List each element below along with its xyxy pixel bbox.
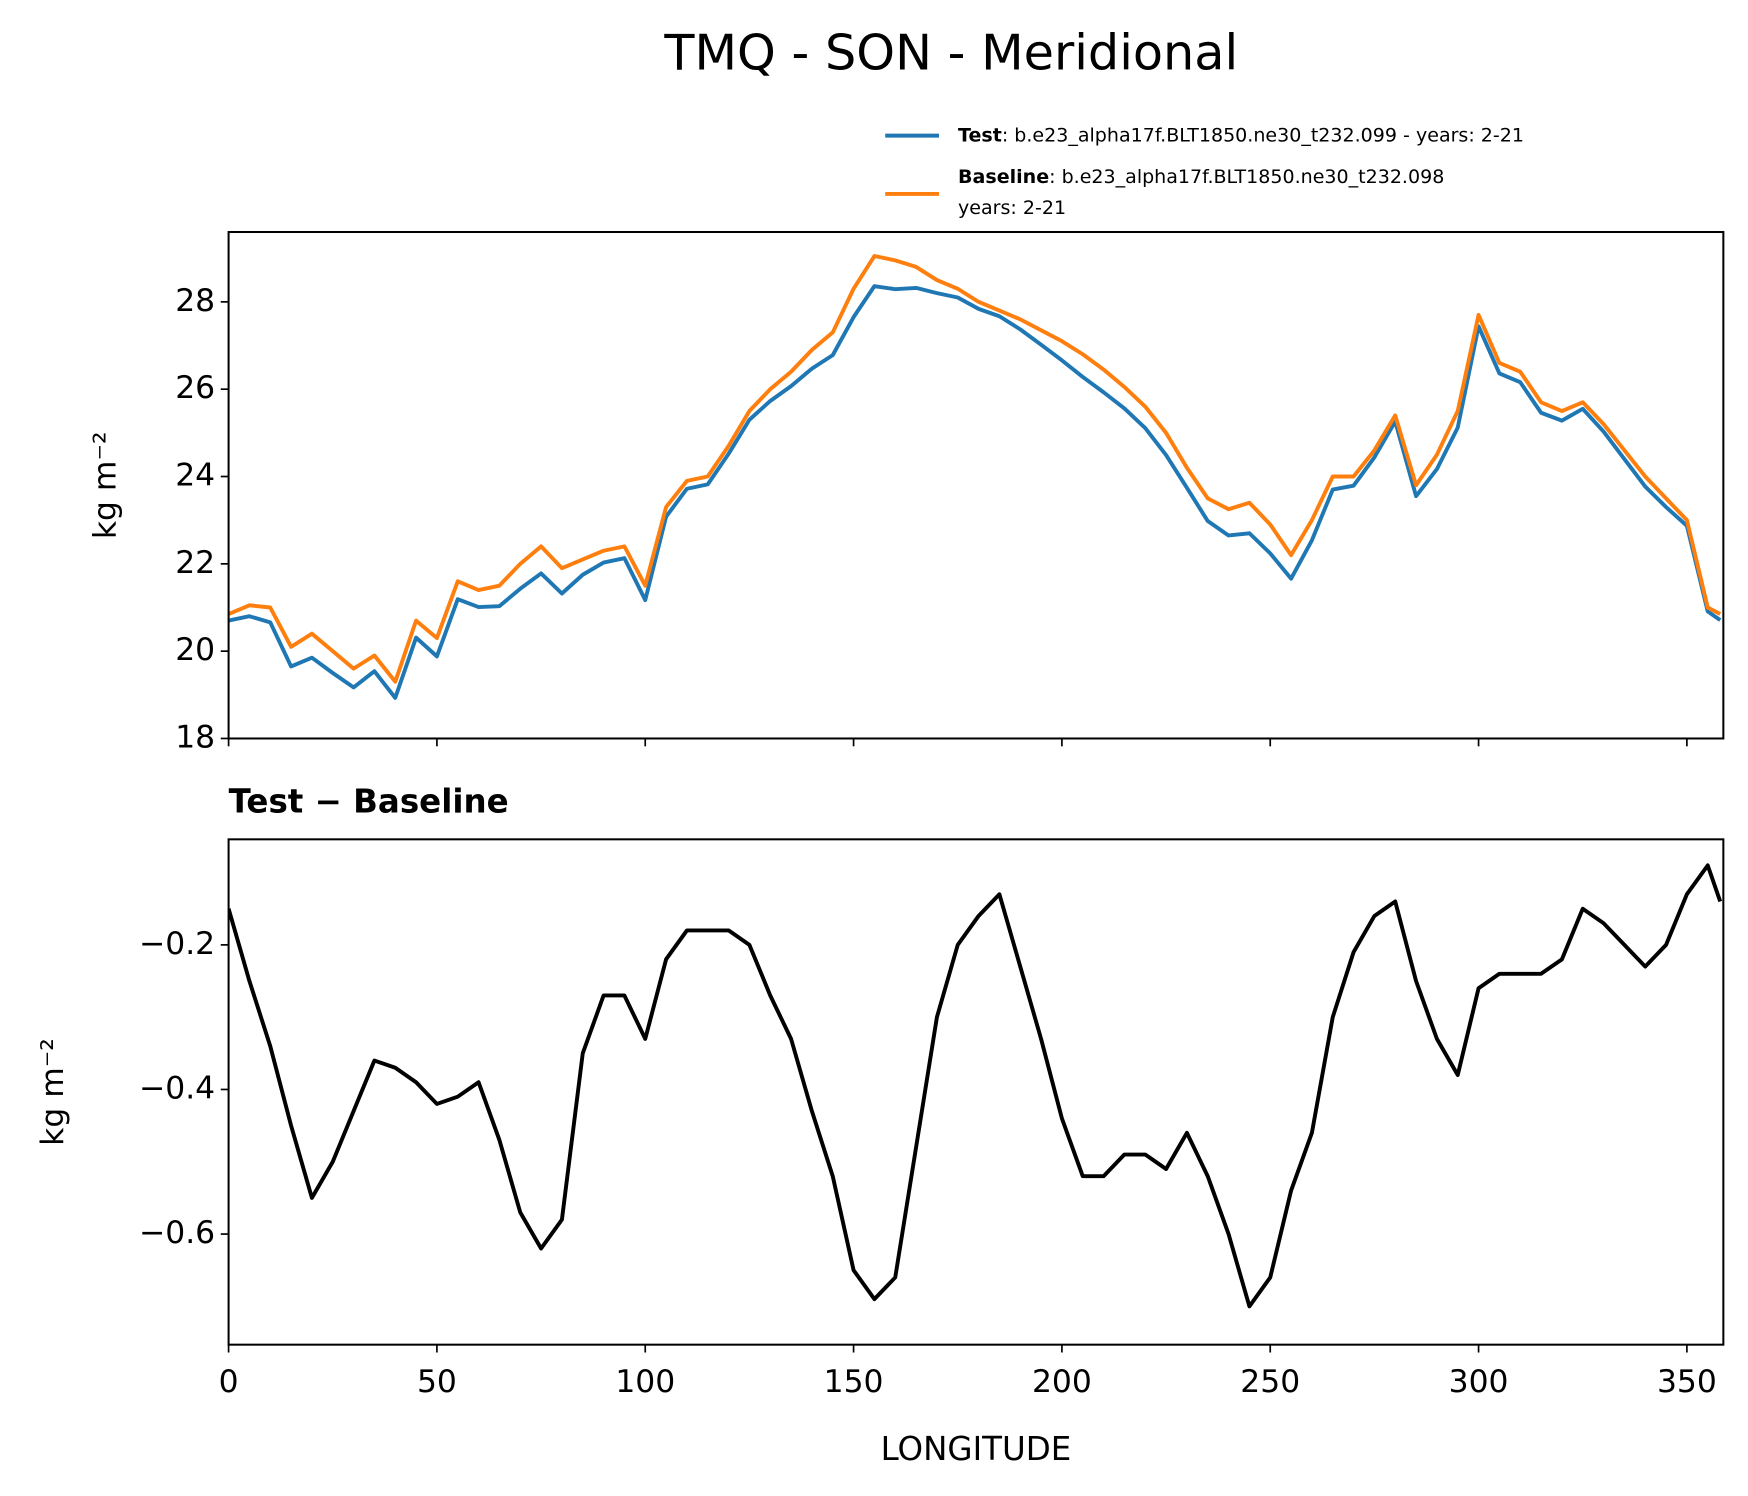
panel-title: Test − Baseline <box>229 782 509 820</box>
x-tick-label: 150 <box>824 1364 884 1400</box>
y-tick-label: 18 <box>175 719 215 755</box>
data-line <box>228 863 1723 1309</box>
y-tick-label: −0.2 <box>139 926 215 962</box>
x-axis-label: LONGITUDE <box>881 1430 1072 1468</box>
data-line <box>228 284 1722 700</box>
x-tick-label: 300 <box>1449 1364 1509 1400</box>
y-tick-label: 22 <box>175 545 215 581</box>
data-line <box>228 254 1722 684</box>
x-tick-label: 0 <box>219 1364 239 1400</box>
y-tick-label: 24 <box>175 458 215 494</box>
x-tick-label: 250 <box>1240 1364 1300 1400</box>
y-tick-label: 28 <box>175 283 215 319</box>
y-tick-label: 26 <box>175 370 215 406</box>
legend-description: years: 2-21 <box>958 197 1066 219</box>
y-tick-label: 20 <box>175 632 215 668</box>
legend-entry: Baseline: b.e23_alpha17f.BLT1850.ne30_t2… <box>958 166 1444 188</box>
y-tick-label: −0.6 <box>139 1215 215 1251</box>
legend-description: : b.e23_alpha17f.BLT1850.ne30_t232.098 <box>1049 166 1444 188</box>
x-tick-label: 350 <box>1657 1364 1717 1400</box>
y-axis-label: kg m⁻² <box>35 1038 71 1146</box>
legend-description: : b.e23_alpha17f.BLT1850.ne30_t232.099 -… <box>1002 124 1524 146</box>
x-tick-label: 50 <box>417 1364 457 1400</box>
x-tick-label: 100 <box>615 1364 675 1400</box>
plot-frame <box>227 230 1725 740</box>
figure-title: TMQ - SON - Meridional <box>663 24 1238 82</box>
y-axis-label: kg m⁻² <box>87 431 123 539</box>
y-tick-label: −0.4 <box>139 1070 215 1106</box>
x-tick-label: 200 <box>1032 1364 1092 1400</box>
legend-name: Test <box>958 124 1002 146</box>
plot-frame <box>227 838 1725 1346</box>
legend-name: Baseline <box>958 166 1049 188</box>
legend-entry: Test: b.e23_alpha17f.BLT1850.ne30_t232.0… <box>958 124 1524 146</box>
